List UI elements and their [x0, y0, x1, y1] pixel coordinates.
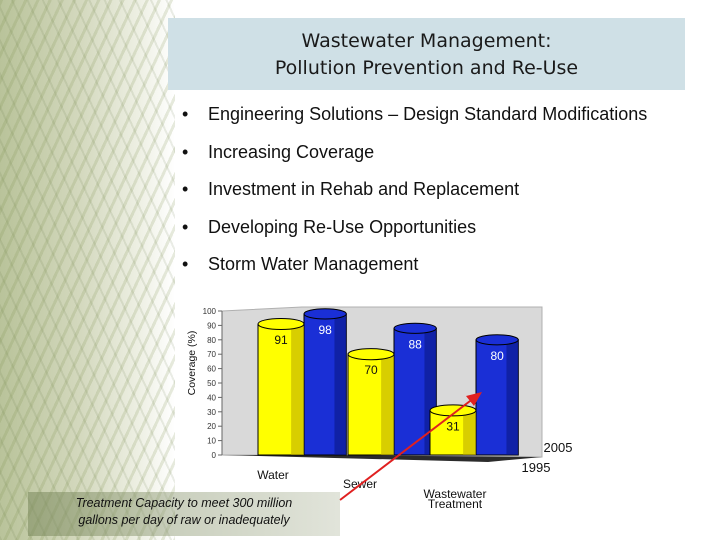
series-2005-bar-cap [393, 322, 437, 334]
y-tick-label: 0 [212, 451, 217, 460]
chart-floor [222, 455, 542, 462]
series-1995-data-label: 91 [274, 333, 288, 347]
category-label: Water [257, 468, 289, 482]
series-label-1995: 1995 [522, 460, 551, 475]
bullet-text: Developing Re-Use Opportunities [208, 216, 477, 237]
category-label: Treatment [428, 497, 483, 511]
series-1995-bar-cap [429, 404, 477, 417]
y-tick-label: 80 [207, 336, 216, 345]
category-label: Wastewater [424, 487, 487, 501]
series-1995-data-label: 70 [364, 363, 378, 377]
bullet-marker: • [182, 216, 189, 237]
bullet-list: • Engineering Solutions – Design Standard… [182, 104, 647, 292]
bullet-item: • Increasing Coverage [182, 142, 647, 180]
caption-box: Treatment Capacity to meet 300 million g… [28, 492, 340, 536]
y-tick-label: 10 [207, 437, 216, 446]
series-1995-bar-shade [463, 410, 476, 455]
caption-line-2: gallons per day of raw or inadequately [78, 513, 290, 527]
annotation-arrow-head [466, 392, 482, 406]
title-banner [168, 18, 685, 90]
series-1995-data-label: 31 [446, 419, 460, 433]
y-tick-label: 90 [207, 321, 216, 330]
bullet-item: • Engineering Solutions – Design Standard… [182, 104, 647, 142]
y-tick-label: 40 [207, 393, 216, 402]
y-tick-label: 30 [207, 408, 216, 417]
y-tick-label: 60 [207, 365, 216, 374]
y-tick-label: 100 [203, 307, 217, 316]
title-line-2: Pollution Prevention and Re-Use [274, 57, 579, 79]
y-axis-label: Coverage (%) [186, 331, 198, 396]
y-tick-label: 50 [207, 379, 216, 388]
y-tick-label: 20 [207, 422, 216, 431]
bullet-marker: • [182, 141, 189, 162]
slide-title: Wastewater Management: Pollution Prevent… [168, 28, 685, 82]
bullet-text: Investment in Rehab and Replacement [208, 179, 520, 199]
series-1995-bar-shade [291, 323, 304, 455]
background-foliage-image [0, 0, 175, 540]
title-line-1: Wastewater Management: [301, 30, 552, 52]
bullet-text: Increasing Coverage [208, 141, 375, 162]
series-2005-bar-shade [506, 339, 519, 455]
bullet-marker: • [182, 254, 189, 274]
bullet-text: Engineering Solutions – Design Standard … [208, 104, 648, 124]
series-label-2005: 2005 [544, 440, 573, 455]
series-2005-bar-shade [334, 313, 347, 455]
annotation-arrow-line [339, 397, 475, 501]
bullet-item: • Storm Water Management [182, 254, 647, 292]
series-1995-bar-cap [257, 317, 305, 330]
bullet-marker: • [182, 179, 189, 199]
bullet-marker: • [182, 104, 189, 124]
caption-line-1: Treatment Capacity to meet 300 million [75, 496, 293, 510]
series-2005-bar-cap [303, 308, 347, 320]
bullet-item: • Developing Re-Use Opportunities [182, 217, 647, 255]
series-1995-bar-shade [381, 354, 394, 455]
series-2005-data-label: 88 [408, 337, 422, 351]
bullet-item: • Investment in Rehab and Replacement [182, 179, 647, 217]
series-1995-bar-cap [347, 348, 395, 361]
bullet-text: Storm Water Management [208, 254, 419, 274]
series-2005-data-label: 80 [490, 349, 504, 363]
series-2005-bar-shade [424, 328, 437, 455]
series-2005-data-label: 98 [318, 323, 332, 337]
series-2005-bar-cap [475, 334, 519, 346]
y-tick-label: 70 [207, 350, 216, 359]
